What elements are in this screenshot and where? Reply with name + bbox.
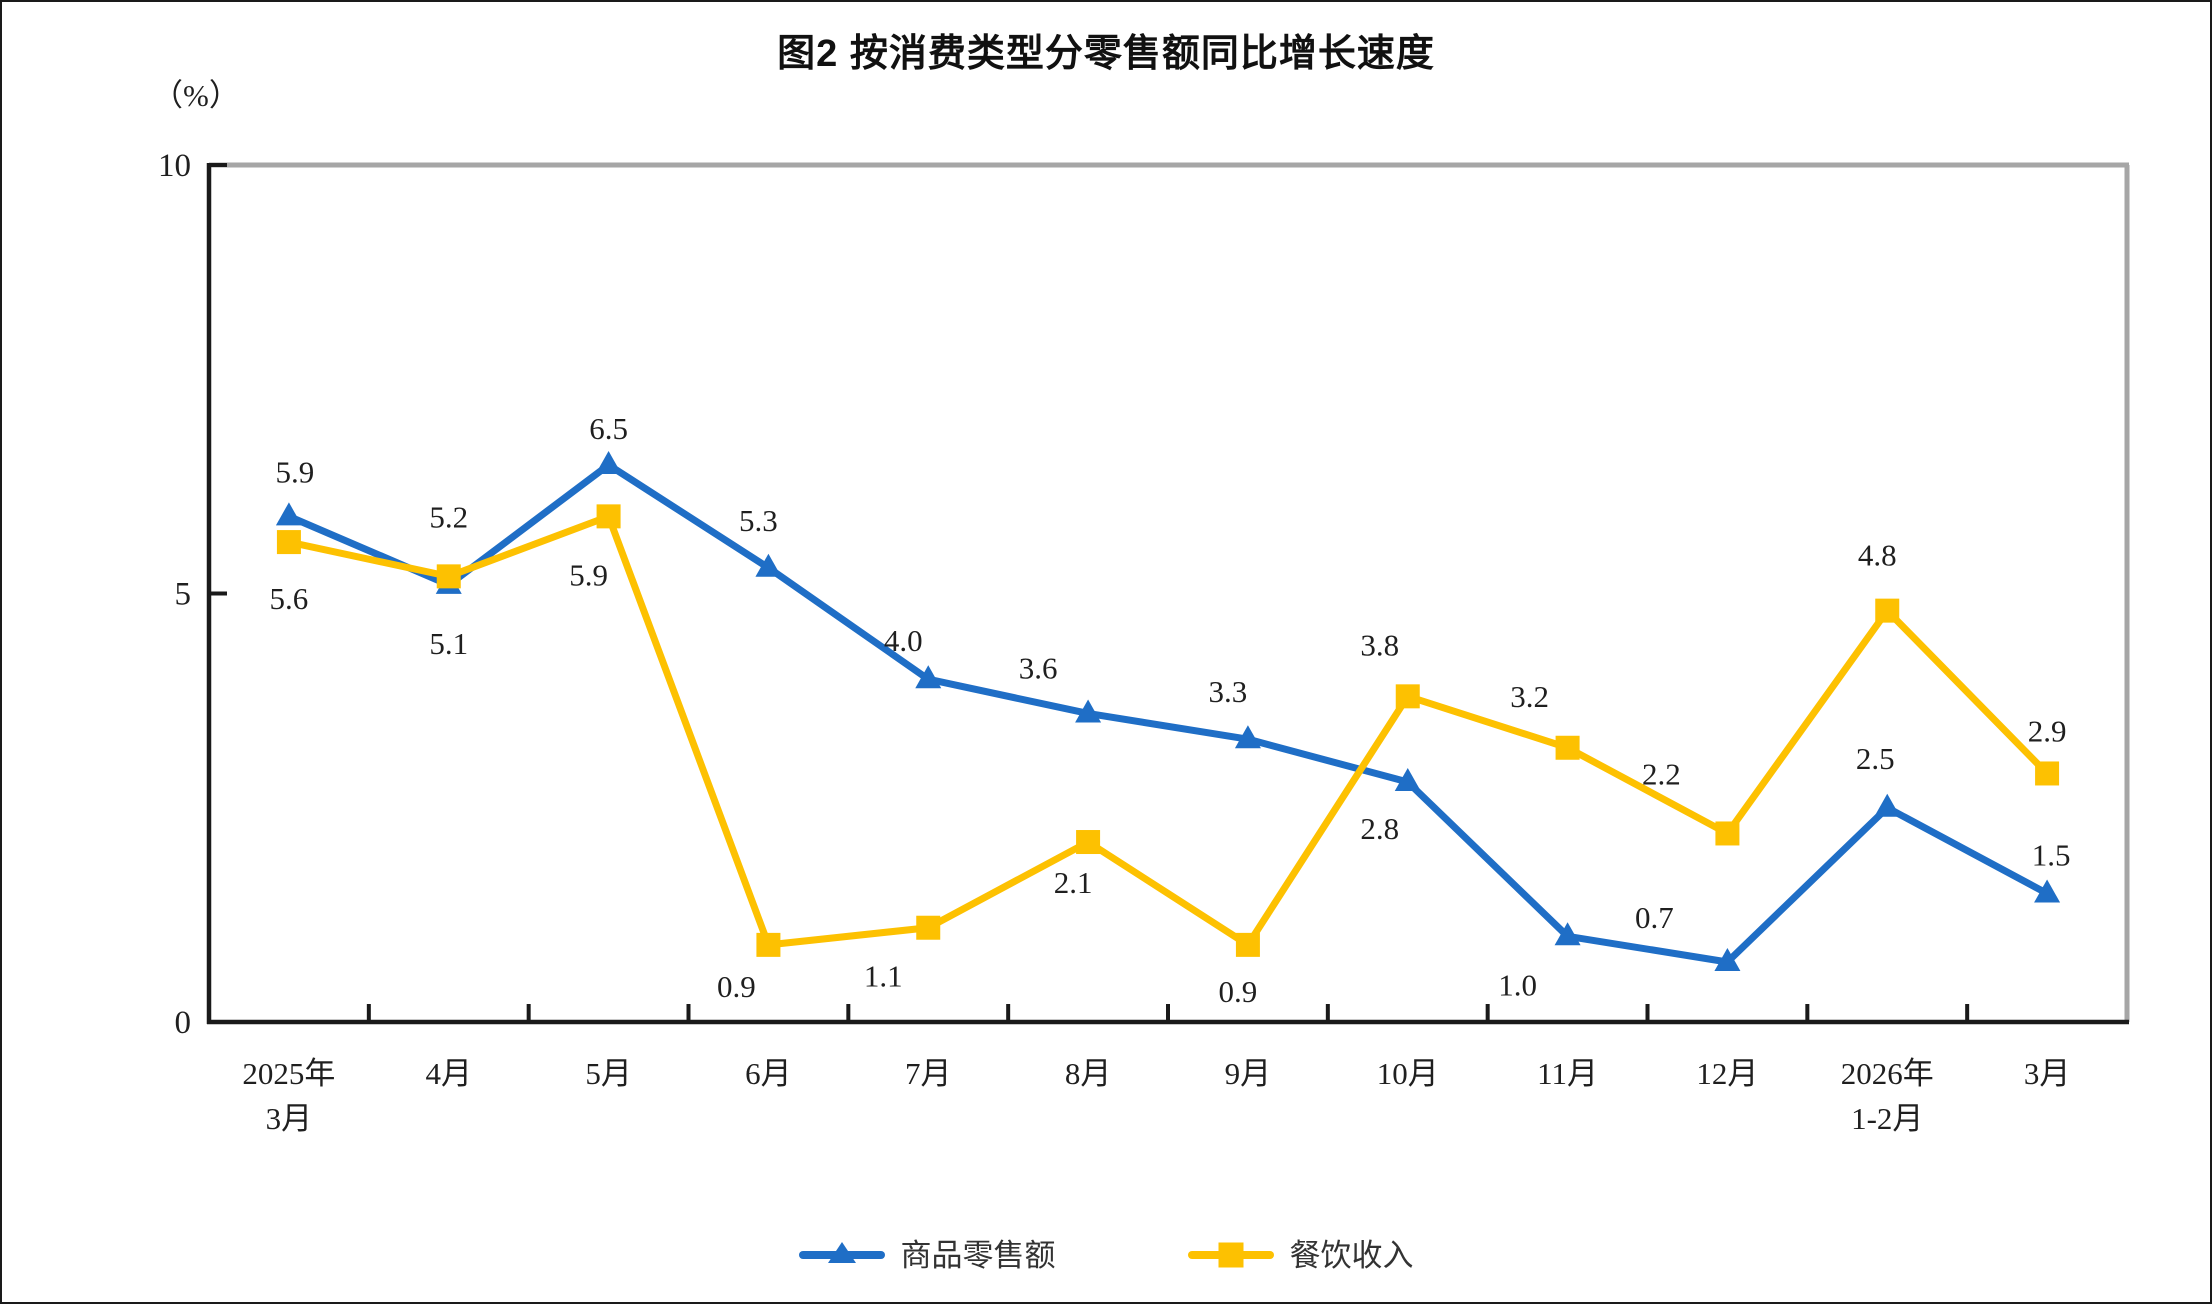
data-label: 5.1 — [429, 626, 468, 661]
data-label: 1.0 — [1498, 967, 1537, 1002]
data-point-marker — [275, 502, 302, 526]
x-tick-label: 1-2月 — [1851, 1101, 1923, 1136]
x-tick-label: 4月 — [426, 1056, 473, 1091]
x-tick-label: 5月 — [585, 1056, 632, 1091]
data-point-marker — [1075, 699, 1102, 723]
x-tick-label: 6月 — [745, 1056, 792, 1091]
y-tick-label: 0 — [175, 1005, 192, 1041]
data-labels: 5.6 5.2 5.9 0.9 1.1 2.1 0.9 3.8 3.2 2.2 4.8 2.9 — [270, 499, 2067, 1009]
chart-title: 图2 按消费类型分零售额同比增长速度 — [777, 33, 1435, 75]
x-tick-label: 12月 — [1696, 1056, 1758, 1091]
catering-income-series-marker-icon — [1187, 1242, 1274, 1268]
data-label: 2.1 — [1054, 865, 1093, 900]
data-point-marker — [915, 665, 942, 689]
data-label: 5.6 — [270, 581, 309, 616]
x-tick-label: 9月 — [1225, 1056, 1272, 1091]
data-label: 0.9 — [717, 969, 756, 1004]
data-label: 5.3 — [739, 503, 778, 538]
data-label: 3.6 — [1019, 650, 1058, 685]
data-label: 2.9 — [2028, 713, 2067, 748]
data-label: 4.0 — [884, 623, 923, 658]
data-point-marker — [596, 504, 621, 529]
y-axis-ticks — [209, 163, 227, 596]
y-tick-label: 10 — [158, 148, 191, 184]
series-line — [285, 512, 2051, 949]
data-point-marker — [595, 450, 622, 474]
data-label: 0.9 — [1219, 974, 1258, 1009]
data-point-marker — [1714, 948, 1741, 972]
data-label: 1.1 — [864, 959, 903, 994]
x-tick-label: 2025年 — [242, 1056, 335, 1091]
data-point-marker — [1555, 735, 1580, 760]
data-point-marker — [1395, 684, 1420, 709]
x-tick-label: 7月 — [905, 1056, 952, 1091]
data-point-marker — [1234, 725, 1261, 749]
x-tick-label: 8月 — [1065, 1056, 1112, 1091]
goods-retail-series-marker-icon — [798, 1241, 885, 1263]
x-tick-label: 2026年 — [1841, 1056, 1934, 1091]
data-point-marker — [1554, 922, 1581, 946]
legend-item-catering-income: 餐饮收入 — [1187, 1237, 1414, 1273]
x-tick-label: 10月 — [1377, 1056, 1439, 1091]
data-point-marker — [755, 553, 782, 577]
data-point-marker — [1235, 932, 1260, 957]
data-labels: 5.9 5.1 6.5 5.3 4.0 3.6 3.3 2.8 1.0 0.7 2.5 1.5 — [276, 411, 2071, 1002]
legend-item-goods-retail: 商品零售额 — [798, 1237, 1056, 1273]
data-point-marker — [1874, 793, 1901, 817]
data-label: 2.8 — [1360, 811, 1399, 846]
data-label: 3.3 — [1209, 674, 1248, 709]
data-label: 2.2 — [1642, 756, 1681, 791]
data-point-marker — [436, 564, 461, 589]
data-label: 2.5 — [1856, 741, 1895, 776]
x-axis-labels: 2025年 3月 4月 5月 6月 7月 8月 9月 10月 11月 12月 2026年 1-2月 3月 — [242, 1056, 2070, 1136]
data-point-marker — [1076, 830, 1101, 855]
data-point-marker — [276, 530, 301, 555]
data-label: 3.8 — [1360, 627, 1399, 662]
data-point-marker — [756, 932, 781, 957]
data-label: 5.9 — [569, 557, 608, 592]
data-label: 0.7 — [1635, 900, 1674, 935]
data-point-marker — [1875, 598, 1900, 623]
y-axis-labels: 0 5 10 — [158, 148, 191, 1041]
data-point-marker — [2035, 761, 2060, 786]
legend-label-goods-retail: 商品零售额 — [900, 1237, 1056, 1273]
data-point-marker — [2034, 879, 2061, 903]
data-label: 1.5 — [2032, 837, 2071, 872]
x-axis-ticks — [366, 1004, 1970, 1022]
y-tick-label: 5 — [175, 577, 192, 613]
data-label: 6.5 — [589, 411, 628, 446]
data-label: 3.2 — [1510, 679, 1549, 714]
y-axis-unit-label: （%） — [152, 78, 240, 113]
legend: 商品零售额 餐饮收入 — [2, 1229, 2210, 1281]
x-tick-label: 11月 — [1537, 1056, 1598, 1091]
data-label: 4.8 — [1858, 538, 1897, 573]
legend-label-catering-income: 餐饮收入 — [1289, 1237, 1414, 1273]
x-tick-label: 3月 — [2024, 1056, 2071, 1091]
x-tick-label: 3月 — [266, 1101, 313, 1136]
series-line — [285, 461, 2051, 966]
data-point-marker — [916, 915, 941, 940]
data-label: 5.2 — [429, 499, 468, 534]
data-point-marker — [1394, 768, 1421, 792]
data-point-marker — [1715, 821, 1740, 846]
data-label: 5.9 — [276, 454, 315, 489]
series-catering-income — [276, 504, 2060, 957]
series-goods-retail — [275, 450, 2061, 972]
